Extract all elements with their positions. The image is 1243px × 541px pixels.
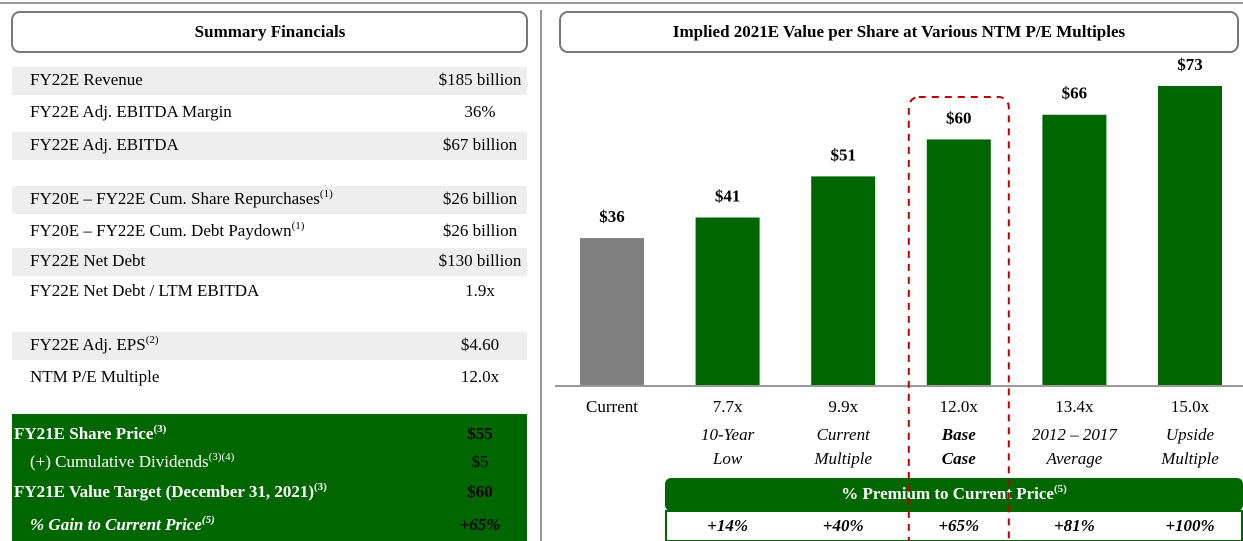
footnote-ref: (1)	[320, 188, 333, 200]
row-shade	[12, 332, 527, 360]
premium-title: % Premium to Current Price(5)	[841, 483, 1067, 503]
row-value: +65%	[460, 515, 501, 534]
category-label: 13.4x	[1055, 397, 1094, 416]
category-caption: Multiple	[1160, 449, 1219, 468]
premium-value: +40%	[823, 516, 864, 535]
footnote-ref: (5)	[1054, 483, 1067, 495]
premium-value: +65%	[938, 516, 979, 535]
label-text: FY22E Revenue	[30, 70, 143, 89]
row-value: $4.60	[461, 335, 499, 354]
row-label: FY22E Adj. EPS(2)	[30, 334, 159, 354]
row-value: $67 billion	[443, 135, 518, 154]
category-caption: Case	[942, 449, 976, 468]
footnote-ref: (3)	[314, 481, 327, 493]
label-text: % Gain to Current Price	[30, 515, 202, 534]
footnote-ref: (5)	[202, 514, 215, 526]
title-box	[559, 11, 1239, 53]
row-label: % Gain to Current Price(5)	[30, 514, 215, 534]
bar	[811, 176, 876, 386]
premium-title-text: % Premium to Current Price	[841, 484, 1054, 503]
category-caption: Upside	[1166, 425, 1215, 444]
row-shade	[12, 132, 527, 160]
row-value: 1.9x	[465, 281, 495, 300]
category-label: 12.0x	[940, 397, 979, 416]
chart-title: Implied 2021E Value per Share at Various…	[673, 22, 1126, 41]
label-text: FY22E Net Debt / LTM EBITDA	[30, 281, 260, 300]
label-text: FY21E Value Target (December 31, 2021)	[14, 482, 314, 501]
row-value: $26 billion	[443, 221, 518, 240]
row-value: $130 billion	[439, 251, 522, 270]
value-label: $41	[715, 186, 741, 205]
row-label: FY20E – FY22E Cum. Debt Paydown(1)	[30, 220, 305, 240]
row-label: FY22E Revenue	[30, 70, 143, 89]
title-box	[11, 11, 528, 53]
label-text: NTM P/E Multiple	[30, 367, 159, 386]
summary-title: Summary Financials	[195, 22, 346, 41]
premium-row	[665, 510, 1243, 541]
premium-value: +100%	[1165, 516, 1214, 535]
category-caption: Current	[817, 425, 871, 444]
value-label: $36	[599, 207, 625, 226]
category-caption: Multiple	[813, 449, 872, 468]
value-label: $73	[1177, 55, 1203, 74]
row-label: (+) Cumulative Dividends(3)(4)	[30, 451, 235, 471]
row-value: $60	[467, 482, 493, 501]
row-value: $26 billion	[443, 189, 518, 208]
category-label: Current	[586, 397, 638, 416]
row-value: $5	[472, 452, 489, 471]
row-shade	[12, 248, 527, 276]
row-label: FY21E Share Price(3)	[14, 423, 167, 443]
row-shade	[12, 67, 527, 95]
category-label: 7.7x	[713, 397, 743, 416]
bar	[1042, 114, 1107, 386]
row-label: NTM P/E Multiple	[30, 367, 159, 386]
row-value: $185 billion	[439, 70, 522, 89]
label-text: FY21E Share Price	[14, 424, 154, 443]
bar	[695, 217, 760, 386]
bar	[1158, 86, 1222, 386]
category-caption: 2012 – 2017	[1032, 425, 1119, 444]
label-text: FY22E Adj. EPS	[30, 335, 146, 354]
row-label: FY22E Net Debt / LTM EBITDA	[30, 281, 260, 300]
highlight-box	[907, 96, 1010, 541]
footnote-ref: (2)	[146, 334, 159, 346]
row-label: FY21E Value Target (December 31, 2021)(3…	[14, 481, 327, 501]
category-label: 9.9x	[828, 397, 858, 416]
row-label: FY20E – FY22E Cum. Share Repurchases(1)	[30, 188, 333, 208]
row-label: FY22E Adj. EBITDA Margin	[30, 102, 232, 121]
row-value: 12.0x	[461, 367, 500, 386]
label-text: FY20E – FY22E Cum. Debt Paydown	[30, 221, 292, 240]
row-shade	[12, 186, 527, 214]
row-value: 36%	[464, 102, 495, 121]
category-caption: Average	[1046, 449, 1103, 468]
footnote-ref: (3)	[153, 423, 166, 435]
totals-box	[12, 414, 527, 541]
row-value: $55	[467, 424, 493, 443]
value-label: $51	[830, 145, 856, 164]
label-text: (+) Cumulative Dividends	[30, 452, 209, 471]
row-label: FY22E Net Debt	[30, 251, 145, 270]
category-label: 15.0x	[1171, 397, 1210, 416]
premium-value: +14%	[707, 516, 748, 535]
footnote-ref: (1)	[292, 220, 305, 232]
category-caption: Base	[941, 425, 976, 444]
category-caption: 10-Year	[701, 425, 755, 444]
label-text: FY20E – FY22E Cum. Share Repurchases	[30, 189, 320, 208]
label-text: FY22E Adj. EBITDA	[30, 135, 179, 154]
bar	[926, 139, 991, 386]
category-caption: Low	[712, 449, 743, 468]
value-label: $60	[946, 108, 972, 127]
label-text: FY22E Adj. EBITDA Margin	[30, 102, 232, 121]
bar	[580, 238, 644, 386]
value-label: $66	[1062, 84, 1088, 103]
premium-value: +81%	[1054, 516, 1095, 535]
label-text: FY22E Net Debt	[30, 251, 145, 270]
premium-header	[665, 478, 1243, 511]
row-label: FY22E Adj. EBITDA	[30, 135, 179, 154]
footnote-ref: (3)(4)	[209, 451, 235, 463]
